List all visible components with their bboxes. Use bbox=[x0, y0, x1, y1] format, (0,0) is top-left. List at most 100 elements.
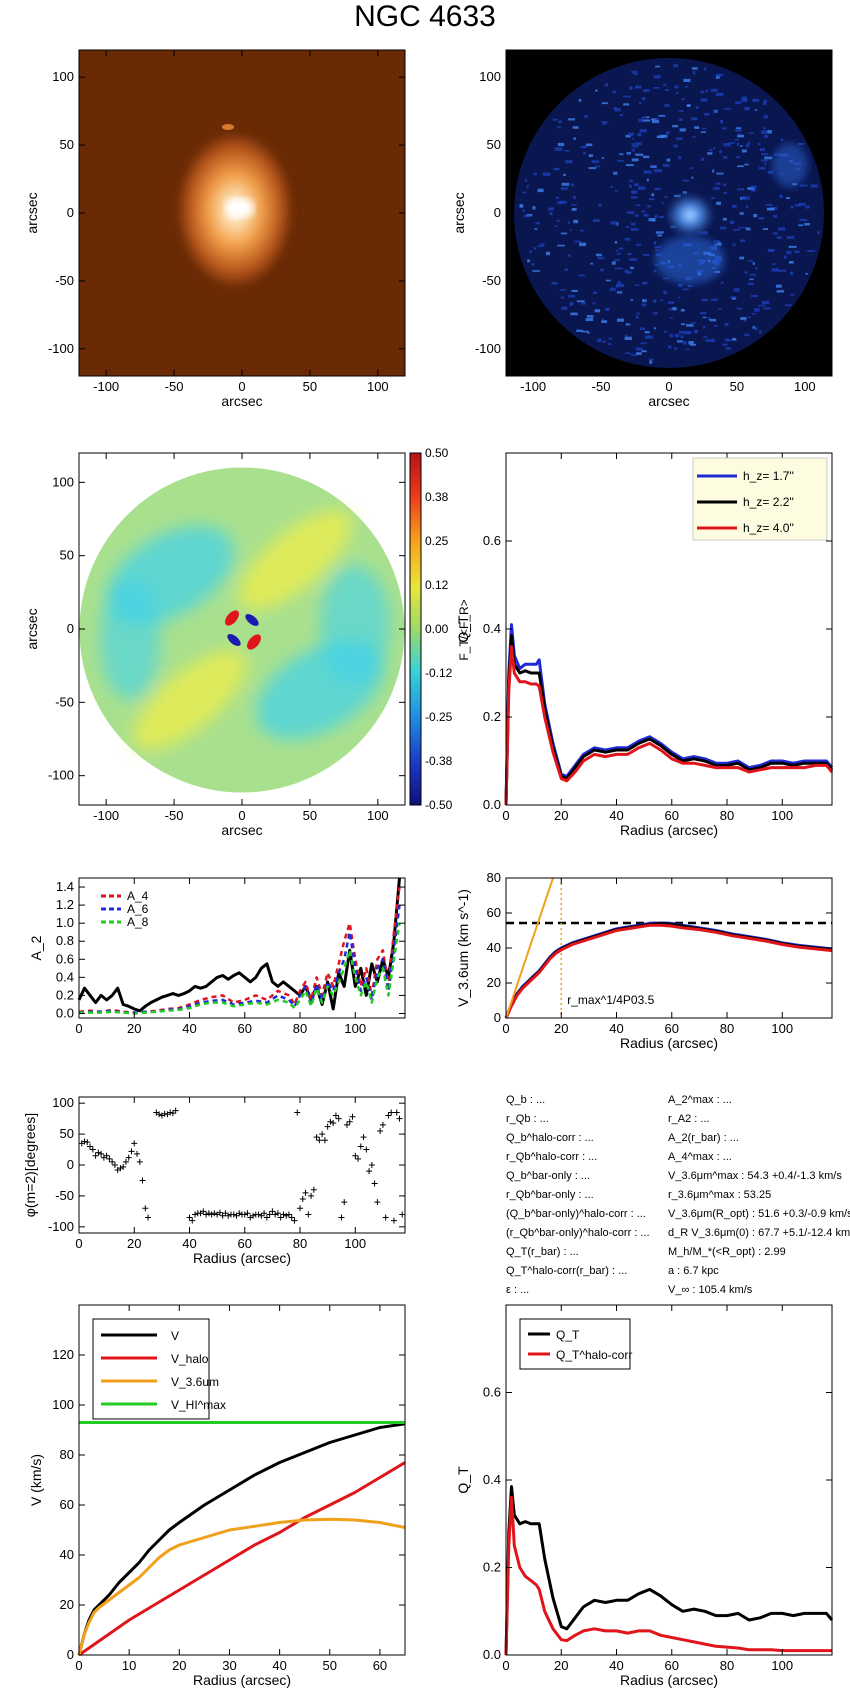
speckle bbox=[563, 173, 566, 177]
speckle bbox=[732, 297, 736, 300]
speckle bbox=[691, 117, 698, 121]
speckle bbox=[663, 83, 667, 86]
axes-frame bbox=[505, 877, 833, 1019]
speckle bbox=[763, 307, 771, 310]
speckle bbox=[658, 114, 666, 117]
speckle bbox=[627, 271, 632, 274]
scatter-point bbox=[161, 1110, 168, 1117]
speckle bbox=[552, 118, 558, 121]
speckle bbox=[716, 201, 722, 205]
galaxy-core bbox=[226, 198, 254, 218]
x-tick-label: 50 bbox=[730, 379, 744, 394]
speckle bbox=[675, 92, 679, 94]
y-tick-label: 1.4 bbox=[56, 879, 74, 894]
speckle bbox=[700, 312, 707, 315]
speckle bbox=[579, 242, 586, 247]
speckle bbox=[574, 240, 581, 243]
speckle bbox=[725, 339, 732, 342]
speckle bbox=[611, 261, 616, 265]
speckle bbox=[684, 330, 692, 335]
y-tick-label: 0.2 bbox=[483, 709, 501, 724]
speckle bbox=[602, 122, 607, 125]
plot-area bbox=[504, 877, 833, 1019]
speckle bbox=[639, 101, 642, 104]
speckle bbox=[650, 165, 657, 168]
speckle bbox=[626, 226, 630, 228]
speckle bbox=[654, 214, 658, 218]
colorbar-ticks: 0.50 0.38 0.25 0.12 0.00 -0.12 -0.25 -0.38 -0.50 bbox=[425, 446, 453, 812]
speckle bbox=[722, 343, 728, 346]
speckle bbox=[549, 212, 553, 216]
speckle bbox=[740, 239, 746, 243]
scatter-point bbox=[81, 1138, 88, 1145]
speckle bbox=[567, 118, 575, 121]
scatter-point bbox=[385, 1112, 392, 1119]
speckle bbox=[651, 118, 656, 121]
speckle bbox=[645, 335, 653, 339]
speckle bbox=[523, 214, 530, 218]
y-tick-label: 1.2 bbox=[56, 897, 74, 912]
speckle bbox=[554, 147, 563, 151]
x-axis-label: arcsec bbox=[648, 393, 689, 409]
y-tick-label: 120 bbox=[52, 1347, 74, 1362]
scatter-point bbox=[374, 1199, 381, 1206]
speckle bbox=[747, 260, 754, 262]
speckle bbox=[601, 102, 609, 105]
scatter-point bbox=[299, 1196, 306, 1202]
speckle bbox=[628, 132, 634, 136]
speckle bbox=[633, 145, 639, 148]
speckle bbox=[646, 116, 650, 118]
scatter-point bbox=[250, 1212, 257, 1219]
y-tick-label: 0.2 bbox=[56, 987, 74, 1002]
speckle bbox=[694, 329, 698, 334]
speckle bbox=[630, 299, 634, 301]
speckle bbox=[640, 342, 647, 345]
scatter-point bbox=[269, 1208, 276, 1215]
speckle bbox=[785, 304, 792, 307]
y-tick-label: 0.0 bbox=[483, 1647, 501, 1662]
speckle bbox=[710, 298, 718, 301]
x-tick-label: 100 bbox=[771, 808, 793, 823]
speckle bbox=[790, 293, 794, 296]
speckle bbox=[805, 272, 808, 275]
speckle bbox=[610, 185, 613, 188]
chart-vrot: 0 10 20 30 40 50 60 0 20 40 60 80 100 120 Radius (arcs… bbox=[28, 1304, 406, 1688]
scatter-point bbox=[297, 1205, 304, 1212]
x-tick-label: 60 bbox=[373, 1658, 387, 1673]
x-tick-label: 100 bbox=[344, 1236, 366, 1251]
speckle bbox=[747, 316, 751, 318]
speckle bbox=[747, 142, 750, 145]
speckle bbox=[560, 200, 567, 204]
speckle bbox=[664, 331, 667, 333]
plot-area bbox=[78, 1107, 406, 1224]
speckle bbox=[720, 120, 723, 124]
x-tick-label: 20 bbox=[554, 808, 568, 823]
speckle bbox=[625, 134, 631, 138]
speckle bbox=[635, 85, 642, 89]
speckle bbox=[680, 335, 684, 338]
speckle bbox=[648, 358, 654, 361]
speckle bbox=[612, 90, 617, 94]
speckle bbox=[735, 129, 742, 132]
x-tick-label: 10 bbox=[122, 1658, 136, 1673]
scatter-point bbox=[338, 1214, 345, 1221]
vline-label: r_max^1/4P03.5 bbox=[567, 993, 654, 1007]
panel-force-map: 0.50 0.38 0.25 0.12 0.00 -0.12 -0.25 -0.38 -0.50… bbox=[78, 446, 471, 812]
speckle bbox=[682, 341, 687, 345]
speckle bbox=[715, 73, 724, 77]
speckle bbox=[702, 326, 706, 329]
chart-fourier: 0 20 40 60 80 100 0.0 0.2 0.4 0.6 0.8 1.0 1.2 1.4 A_2 A… bbox=[28, 877, 406, 1036]
x-tick-label: 40 bbox=[609, 1658, 623, 1673]
y-tick-label: 100 bbox=[52, 69, 74, 84]
x-tick-label: 0 bbox=[238, 808, 245, 823]
page-title: NGC 4633 bbox=[354, 0, 496, 33]
speckle bbox=[641, 350, 647, 353]
speckle bbox=[761, 300, 770, 305]
y-tick-label: 1.0 bbox=[56, 915, 74, 930]
speckle bbox=[764, 135, 769, 138]
speckle bbox=[715, 92, 724, 97]
speckle bbox=[739, 256, 744, 260]
scatter-point bbox=[216, 1209, 223, 1216]
speckle bbox=[634, 214, 639, 217]
